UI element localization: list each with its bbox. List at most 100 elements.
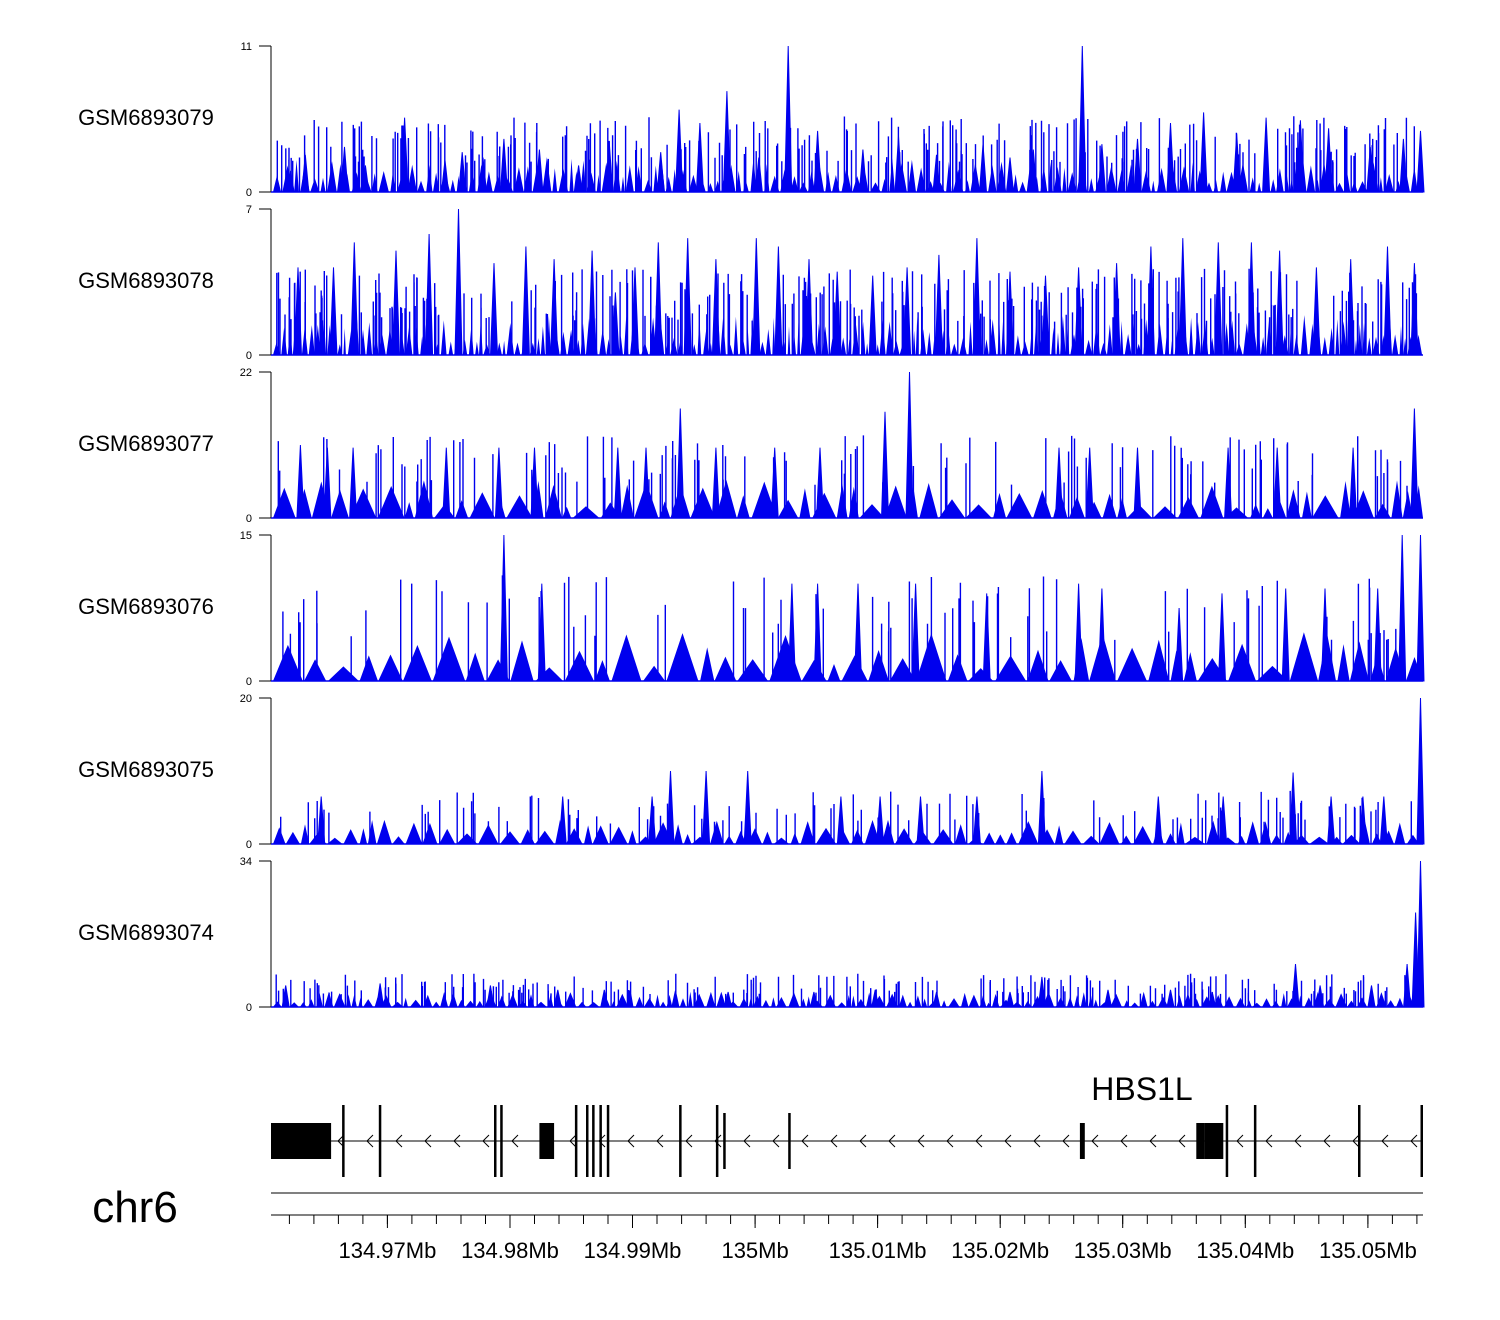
gene-model-track: HBS1L bbox=[271, 1071, 1423, 1177]
coverage-peak bbox=[916, 796, 925, 845]
axis-tick-label: 134.99Mb bbox=[584, 1238, 682, 1263]
coverage-peak bbox=[1349, 447, 1358, 519]
coverage-peak bbox=[1275, 250, 1284, 356]
y-max-label: 11 bbox=[241, 41, 252, 53]
coverage-peak bbox=[1416, 534, 1425, 682]
coverage-spikes bbox=[277, 435, 1415, 518]
coverage-peak bbox=[784, 45, 793, 193]
coverage-peak bbox=[329, 267, 338, 356]
coverage-background bbox=[273, 479, 1423, 518]
coverage-peak bbox=[1416, 697, 1425, 845]
coverage-peak bbox=[442, 447, 451, 519]
coverage-spikes bbox=[275, 973, 1416, 1007]
coverage-peak bbox=[440, 160, 450, 193]
coverage-background bbox=[273, 315, 1423, 355]
coverage-peak bbox=[494, 447, 503, 519]
gene-exon bbox=[342, 1105, 345, 1177]
gene-exon bbox=[574, 1105, 578, 1177]
gene-exon bbox=[378, 1105, 382, 1177]
gene-exon bbox=[592, 1105, 595, 1177]
coverage-peak bbox=[648, 796, 657, 845]
track-label: GSM6893075 bbox=[78, 757, 214, 782]
coverage-peak bbox=[676, 408, 685, 519]
track-GSM6893077: GSM6893077 22 0 bbox=[78, 367, 1423, 525]
track-label: GSM6893079 bbox=[78, 105, 214, 130]
coverage-peak bbox=[880, 411, 890, 519]
coverage-peak bbox=[711, 447, 720, 519]
coverage-peak bbox=[695, 122, 704, 193]
track-GSM6893076: GSM6893076 15 0 bbox=[78, 530, 1425, 688]
coverage-peak bbox=[1416, 860, 1425, 1008]
coverage-peak bbox=[1383, 246, 1392, 356]
coverage-peak bbox=[613, 447, 622, 519]
coverage-peak bbox=[1103, 989, 1113, 1008]
coverage-peak bbox=[1074, 583, 1083, 682]
coverage-background bbox=[273, 819, 1423, 844]
coverage-peak bbox=[1367, 985, 1376, 1008]
coverage-peak bbox=[1291, 964, 1300, 1008]
track-GSM6893078: GSM6893078 7 0 bbox=[78, 204, 1423, 362]
y-min-label: 0 bbox=[246, 839, 252, 851]
coverage-peak bbox=[376, 983, 385, 1008]
gene-exon bbox=[539, 1123, 555, 1159]
axis-tick-label: 135.02Mb bbox=[951, 1238, 1049, 1263]
coverage-peak bbox=[1217, 593, 1227, 682]
y-max-label: 22 bbox=[240, 367, 252, 379]
coverage-peak bbox=[813, 583, 822, 682]
coverage-peak bbox=[702, 770, 711, 845]
axis-tick-label: 134.97Mb bbox=[338, 1238, 436, 1263]
gene-exon bbox=[679, 1105, 682, 1177]
coverage-peak bbox=[1416, 130, 1425, 193]
y-min-label: 0 bbox=[246, 350, 252, 362]
coverage-peak bbox=[815, 447, 825, 519]
coverage-peak bbox=[1178, 238, 1187, 356]
coverage-peak bbox=[671, 990, 680, 1008]
coverage-peak bbox=[932, 991, 941, 1008]
coverage-peak bbox=[558, 796, 567, 845]
y-max-label: 20 bbox=[240, 693, 252, 705]
coverage-peak bbox=[1005, 157, 1015, 193]
coverage-peak bbox=[499, 534, 508, 682]
coverage-peak bbox=[1041, 275, 1050, 356]
coverage-peak bbox=[458, 152, 467, 193]
coverage-peak bbox=[1398, 534, 1407, 682]
coverage-peak bbox=[1410, 408, 1419, 519]
coverage-peak bbox=[1273, 447, 1282, 519]
track-label: GSM6893078 bbox=[78, 268, 214, 293]
track-GSM6893074: GSM6893074 34 0 bbox=[78, 856, 1425, 1014]
coverage-peak bbox=[350, 242, 359, 356]
coverage-peak bbox=[894, 136, 903, 193]
axis-tick-label: 135.03Mb bbox=[1074, 1238, 1172, 1263]
coverage-peak bbox=[858, 149, 867, 193]
coverage-peak bbox=[1232, 133, 1241, 193]
gene-exon bbox=[1225, 1105, 1229, 1177]
gene-exon bbox=[1196, 1123, 1205, 1159]
coverage-peak bbox=[743, 770, 752, 845]
gene-exon bbox=[586, 1105, 589, 1177]
coverage-peak bbox=[978, 144, 988, 193]
axis-tick-label: 134.98Mb bbox=[461, 1238, 559, 1263]
coverage-peak bbox=[1078, 45, 1087, 193]
coverage-peak bbox=[836, 796, 845, 845]
coverage-peak bbox=[1208, 991, 1217, 1008]
gene-exon bbox=[1079, 1123, 1085, 1159]
coverage-peak bbox=[301, 154, 310, 193]
coverage-tracks: GSM6893079110GSM689307870GSM6893077220GS… bbox=[78, 41, 1425, 1014]
coverage-peak bbox=[752, 238, 761, 356]
gene-exon bbox=[494, 1105, 497, 1177]
gene-exon bbox=[599, 1105, 602, 1177]
genome-axis: chr6 134.97Mb 134.98Mb 134.99Mb 135Mb 135.01… bbox=[92, 1183, 1423, 1263]
coverage-peak bbox=[1262, 117, 1271, 193]
coverage-peak bbox=[1281, 588, 1290, 682]
coverage-peak bbox=[1312, 267, 1321, 356]
y-max-label: 7 bbox=[246, 204, 252, 216]
track-GSM6893079: GSM6893079 11 0 bbox=[78, 41, 1425, 199]
gene-exon bbox=[271, 1123, 332, 1159]
coverage-peak bbox=[550, 259, 559, 356]
coverage-peak bbox=[499, 138, 508, 193]
y-max-label: 15 bbox=[240, 530, 252, 542]
gene-exon bbox=[715, 1105, 719, 1177]
gene-exon bbox=[1253, 1105, 1257, 1177]
track-label: GSM6893077 bbox=[78, 431, 214, 456]
